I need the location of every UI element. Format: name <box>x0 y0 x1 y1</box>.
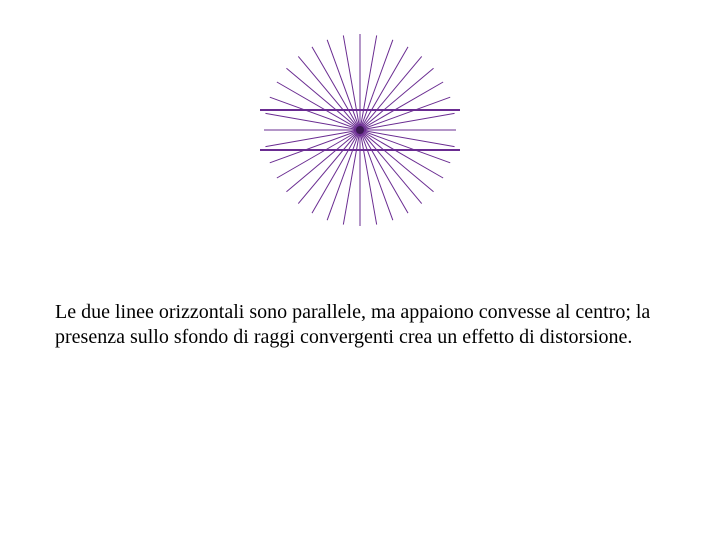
figure-container <box>0 30 720 230</box>
hering-illusion-figure <box>250 30 470 230</box>
slide: Le due linee orizzontali sono parallele,… <box>0 0 720 540</box>
caption-text: Le due linee orizzontali sono parallele,… <box>55 300 665 350</box>
center-dot <box>356 126 364 134</box>
